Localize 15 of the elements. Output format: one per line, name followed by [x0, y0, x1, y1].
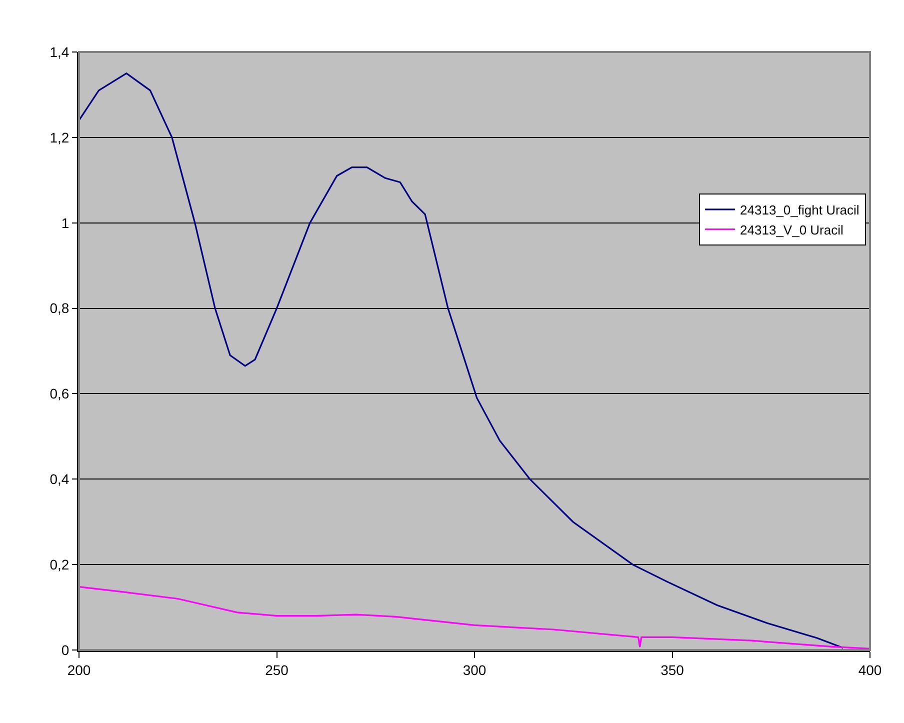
x-tick-label: 400: [858, 662, 882, 678]
x-tick-label: 250: [265, 662, 289, 678]
y-tick-label: 1: [61, 214, 70, 231]
y-tick-label: 0,6: [50, 386, 70, 402]
x-tick-label: 300: [462, 662, 486, 678]
legend-label: 24313_0_fight Uracil: [740, 202, 860, 218]
y-tick-label: 1,2: [50, 129, 70, 146]
y-tick-label: 0,4: [50, 471, 70, 488]
x-tick-label: 350: [660, 662, 684, 678]
legend-label: 24313_V_0 Uracil: [740, 222, 844, 238]
y-tick-label: 0,8: [50, 300, 70, 316]
y-tick-label: 0,2: [50, 556, 70, 572]
y-tick-label: 0: [61, 642, 70, 658]
x-tick-label: 200: [67, 662, 91, 678]
y-tick-label: 1,4: [50, 44, 70, 60]
